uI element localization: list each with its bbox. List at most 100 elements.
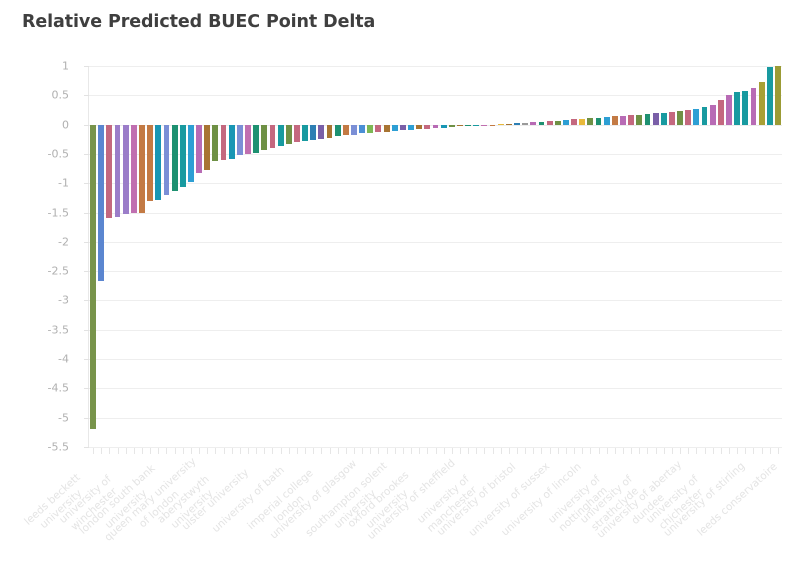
y-axis-tick-label: -1 <box>58 176 69 190</box>
x-axis-tick-mark <box>190 448 192 454</box>
bar <box>726 95 732 125</box>
x-axis-tick-mark <box>411 448 413 454</box>
bar <box>171 124 178 192</box>
bar <box>179 124 186 188</box>
bar <box>489 124 496 126</box>
bar <box>122 124 129 214</box>
bar <box>530 122 537 125</box>
x-axis-tick-mark <box>345 448 347 454</box>
x-axis-tick-mark <box>313 448 315 454</box>
bar <box>139 124 145 213</box>
bar <box>473 124 480 126</box>
bar <box>318 124 325 139</box>
x-axis-tick-mark <box>150 448 152 454</box>
gridline <box>89 66 782 67</box>
x-axis-tick-mark <box>125 448 127 454</box>
x-axis-tick-mark <box>753 448 755 454</box>
x-axis-tick-mark <box>231 448 233 454</box>
bar <box>571 119 578 125</box>
x-axis-tick-mark <box>109 448 111 454</box>
x-axis-tick-mark <box>582 448 584 454</box>
x-axis-tick-mark <box>492 448 494 454</box>
gridline <box>89 271 782 273</box>
x-axis-tick-mark <box>623 448 625 454</box>
bar <box>383 124 390 132</box>
x-axis-tick-mark <box>427 448 429 454</box>
bar <box>563 119 569 125</box>
bar <box>302 124 308 142</box>
x-axis-tick-mark <box>305 448 307 454</box>
x-axis-tick-mark <box>484 448 486 454</box>
gridline <box>89 95 782 97</box>
bar <box>261 124 268 151</box>
bar <box>424 124 431 129</box>
x-axis-tick-mark <box>264 448 266 454</box>
x-axis-tick-mark <box>606 448 608 454</box>
x-axis-tick-mark <box>394 448 396 454</box>
bar <box>465 124 472 127</box>
bar <box>595 117 602 125</box>
x-axis-tick-mark <box>158 448 160 454</box>
y-axis-tick-label: -4.5 <box>47 381 69 395</box>
x-axis-tick-mark <box>370 448 372 454</box>
y-axis-tick-label: -0.5 <box>47 147 69 161</box>
x-axis-tick-mark <box>590 448 592 454</box>
bar <box>326 124 333 138</box>
x-axis-tick-mark <box>402 448 404 454</box>
bar <box>432 124 439 129</box>
x-axis-tick-mark <box>329 448 331 454</box>
x-axis-tick-mark <box>117 448 119 454</box>
bar <box>660 112 667 125</box>
x-axis-tick-mark <box>533 448 535 454</box>
bar <box>774 66 781 125</box>
x-axis-tick-mark <box>549 448 551 454</box>
bar <box>644 114 651 125</box>
x-axis-tick-mark <box>133 448 135 454</box>
bar <box>147 124 154 201</box>
bar <box>440 124 447 128</box>
gridline <box>89 417 782 419</box>
bar <box>758 82 765 125</box>
bar <box>611 116 618 125</box>
bar <box>742 90 749 125</box>
x-axis-tick-mark <box>459 448 461 454</box>
x-axis-tick-mark <box>141 448 143 454</box>
x-axis-tick-mark <box>468 448 470 454</box>
x-axis-tick-mark <box>565 448 567 454</box>
x-axis-tick-mark <box>541 448 543 454</box>
y-axis-tick-label: -2.5 <box>47 264 69 278</box>
bar <box>367 124 374 133</box>
y-axis-tick-mark <box>84 153 89 155</box>
x-axis-tick-mark <box>353 448 355 454</box>
x-axis-tick-mark <box>647 448 649 454</box>
bar <box>399 124 406 131</box>
x-axis-tick-mark <box>671 448 673 454</box>
bar <box>106 124 113 219</box>
bar <box>514 123 520 125</box>
plot-area: 1 0.5 0 -0.5 -1 -1.5 -2 -2.5 -3 -3.5 -4 -4.5 -5 -5.5 <box>48 60 782 454</box>
bar <box>685 109 692 125</box>
bar <box>236 124 243 156</box>
bar <box>669 112 675 125</box>
bar <box>228 124 235 159</box>
x-axis-tick-mark <box>614 448 616 454</box>
x-axis-tick-mark <box>435 448 437 454</box>
y-axis-tick-mark <box>84 271 89 273</box>
bar <box>505 123 512 125</box>
x-axis-tick-mark <box>508 448 510 454</box>
bar <box>717 99 724 125</box>
bar <box>375 124 382 133</box>
x-axis-tick-mark <box>174 448 176 454</box>
x-axis-tick-mark <box>443 448 445 454</box>
bar <box>408 124 414 130</box>
bar <box>90 124 96 430</box>
bar <box>620 115 626 125</box>
y-axis-tick-label: -3 <box>58 293 69 307</box>
bar <box>245 124 251 154</box>
bar <box>98 124 105 282</box>
x-axis-tick-mark <box>500 448 502 454</box>
x-axis-tick-mark <box>296 448 298 454</box>
x-axis-tick-mark <box>272 448 274 454</box>
bar <box>457 124 463 127</box>
